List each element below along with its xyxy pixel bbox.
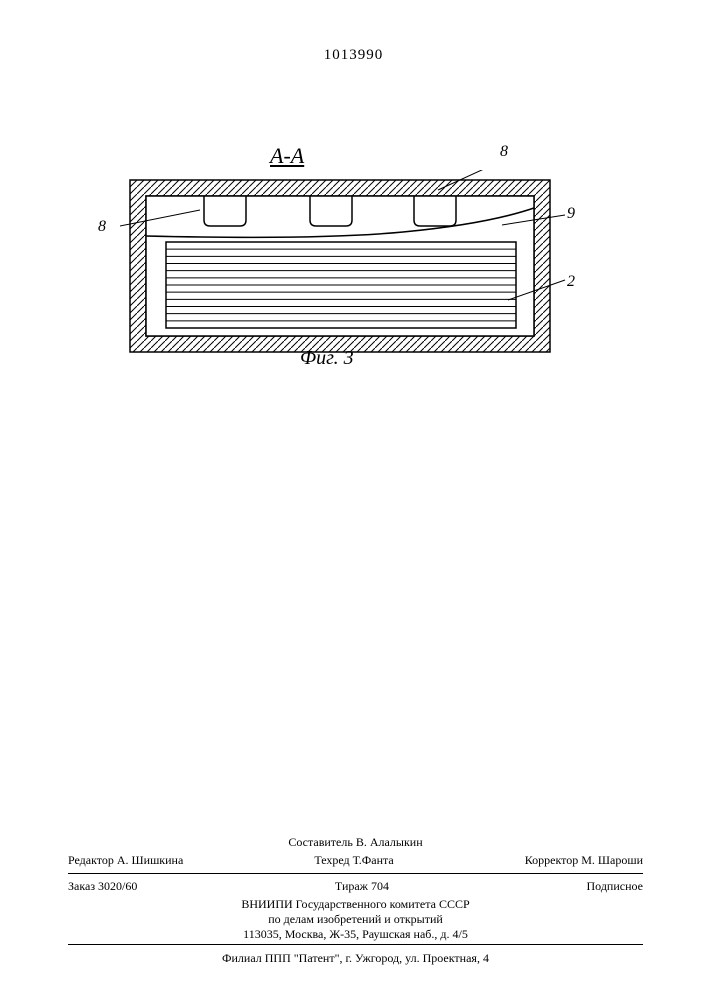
techred: Техред Т.Фанта (314, 853, 393, 868)
subscription: Подписное (587, 879, 644, 894)
callout-8-right: 8 (500, 143, 508, 161)
editor: Редактор А. Шишкина (68, 853, 183, 868)
patent-number: 1013990 (0, 47, 707, 64)
compiler-line: Составитель В. Алалыкин (68, 835, 643, 850)
page: 1013990 A-A 8 8 9 2 Фиг. 3 Составитель В… (0, 0, 707, 1000)
order-row: Заказ 3020/60 Тираж 704 Подписное (68, 876, 643, 897)
credits-row: Редактор А. Шишкина Техред Т.Фанта Корре… (68, 850, 643, 871)
org-line-2: по делам изобретений и открытий (68, 912, 643, 927)
figure-label: Фиг. 3 (300, 347, 354, 370)
figure-diagram (120, 170, 590, 370)
branch-line: Филиал ППП "Патент", г. Ужгород, ул. Про… (68, 951, 643, 966)
order-no: Заказ 3020/60 (68, 879, 137, 894)
divider (68, 873, 643, 874)
footer-block: Составитель В. Алалыкин Редактор А. Шишк… (68, 835, 643, 966)
corrector: Корректор М. Шароши (525, 853, 643, 868)
tirage: Тираж 704 (335, 879, 389, 894)
callout-8-left: 8 (98, 218, 106, 236)
address-line: 113035, Москва, Ж-35, Раушская наб., д. … (68, 927, 643, 942)
divider (68, 944, 643, 945)
org-line-1: ВНИИПИ Государственного комитета СССР (68, 897, 643, 912)
section-label: A-A (270, 143, 304, 169)
